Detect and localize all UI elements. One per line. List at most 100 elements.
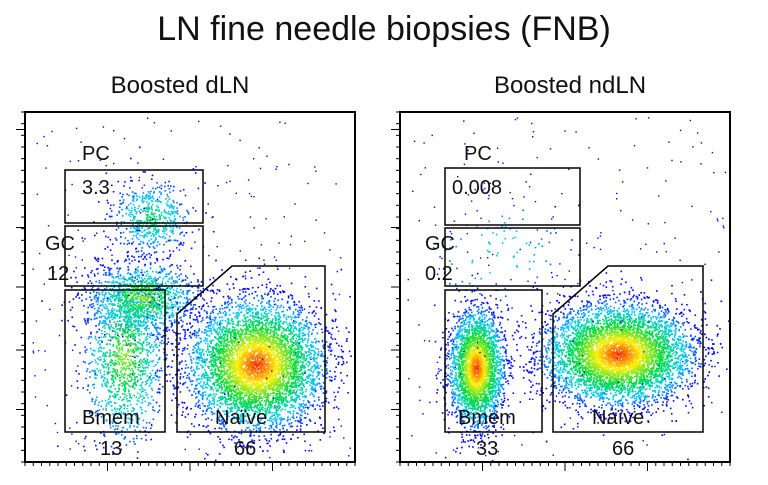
event-dot-3 xyxy=(264,319,266,322)
event-dot-1 xyxy=(95,280,97,283)
event-dot-1 xyxy=(168,272,171,275)
event-dot-1 xyxy=(151,303,153,306)
event-dot-2 xyxy=(103,434,105,436)
event-dot-1 xyxy=(151,281,154,284)
event-dot-2 xyxy=(118,374,121,376)
event-dot-0 xyxy=(145,214,148,216)
event-dot-1 xyxy=(168,297,170,299)
event-dot-2 xyxy=(118,384,121,386)
event-dot-0 xyxy=(151,196,154,199)
event-dot-1 xyxy=(170,314,173,317)
event-dot-0 xyxy=(129,231,131,233)
event-dot-1 xyxy=(174,280,177,282)
event-dot-0 xyxy=(169,224,171,226)
event-dot-3 xyxy=(218,330,221,333)
event-dot-1 xyxy=(111,312,114,314)
event-dot-0 xyxy=(162,221,164,223)
event-dot-3 xyxy=(279,379,281,381)
event-dot-2 xyxy=(179,339,182,341)
event-dot-2 xyxy=(102,353,105,355)
event-dot-3 xyxy=(295,390,298,393)
event-dot-1 xyxy=(85,298,88,300)
event-dot-2 xyxy=(108,390,110,393)
event-dot-3 xyxy=(271,319,274,321)
event-dot-0 xyxy=(122,201,125,204)
event-dot-1 xyxy=(155,305,157,307)
event-dot-2 xyxy=(120,355,123,358)
event-dot-1 xyxy=(96,297,99,300)
event-dot-0 xyxy=(174,239,177,242)
event-dot-0 xyxy=(169,255,171,257)
event-dot-1 xyxy=(126,295,128,297)
event-dot-2 xyxy=(103,319,105,322)
event-dot-1 xyxy=(172,292,175,294)
event-dot-2 xyxy=(146,358,148,360)
event-dot-1 xyxy=(129,273,131,275)
event-dot-1 xyxy=(172,289,175,291)
event-dot-0 xyxy=(133,192,136,195)
event-dot-3 xyxy=(269,281,271,284)
event-dot-2 xyxy=(147,351,150,353)
event-dot-2 xyxy=(158,356,161,359)
event-dot-2 xyxy=(121,434,123,436)
event-dot-2 xyxy=(117,309,120,312)
event-dot-3 xyxy=(235,301,237,304)
event-dot-2 xyxy=(155,364,157,366)
event-dot-3 xyxy=(314,338,316,340)
event-dot-2 xyxy=(108,367,110,369)
event-dot-0 xyxy=(204,182,206,184)
event-dot-0 xyxy=(148,246,151,248)
event-dot-2 xyxy=(124,344,127,346)
event-dot-1 xyxy=(136,316,138,318)
event-dot-2 xyxy=(88,412,91,415)
event-dot-0 xyxy=(170,210,173,213)
event-dot-0 xyxy=(147,226,150,228)
event-dot-2 xyxy=(147,404,150,406)
event-dot-0 xyxy=(153,191,155,193)
event-dot-0 xyxy=(164,226,167,229)
event-dot-0 xyxy=(151,178,153,180)
event-dot-3 xyxy=(251,304,254,306)
event-dot-1 xyxy=(152,278,155,280)
event-dot-3 xyxy=(219,308,221,310)
event-dot-2 xyxy=(94,411,97,414)
event-dot-2 xyxy=(141,388,144,391)
event-dot-2 xyxy=(132,337,134,340)
event-dot-3 xyxy=(208,340,211,343)
event-dot-1 xyxy=(172,313,174,315)
event-dot-2 xyxy=(137,366,140,369)
event-dot-1 xyxy=(171,263,174,266)
event-dot-3 xyxy=(299,428,302,430)
event-dot-1 xyxy=(169,291,172,294)
event-dot-2 xyxy=(113,396,116,399)
event-dot-1 xyxy=(137,303,140,306)
event-dot-1 xyxy=(105,272,107,274)
event-dot-2 xyxy=(157,288,159,290)
event-dot-0 xyxy=(172,227,175,229)
event-dot-0 xyxy=(148,202,151,204)
event-dot-2 xyxy=(96,291,98,294)
event-dot-1 xyxy=(170,287,173,290)
event-dot-1 xyxy=(197,293,199,296)
event-dot-2 xyxy=(133,362,136,365)
event-dot-2 xyxy=(150,374,153,377)
event-dot-2 xyxy=(84,319,86,322)
event-dot-1 xyxy=(125,283,128,286)
event-dot-3 xyxy=(179,373,182,375)
event-dot-0 xyxy=(159,201,162,203)
event-dot-1 xyxy=(95,325,97,327)
event-dot-1 xyxy=(112,296,114,299)
event-dot-2 xyxy=(97,296,100,299)
event-dot-0 xyxy=(150,190,152,193)
event-dot-2 xyxy=(124,373,126,375)
event-dot-1 xyxy=(94,313,96,315)
event-dot-2 xyxy=(150,345,152,348)
event-dot-2 xyxy=(121,375,123,377)
event-dot-2 xyxy=(108,403,110,405)
event-dot-2 xyxy=(89,342,92,344)
event-dot-0 xyxy=(137,238,140,241)
event-dot-2 xyxy=(89,392,91,394)
event-dot-0 xyxy=(146,235,148,237)
event-dot-0 xyxy=(179,243,181,245)
event-dot-2 xyxy=(91,400,94,402)
